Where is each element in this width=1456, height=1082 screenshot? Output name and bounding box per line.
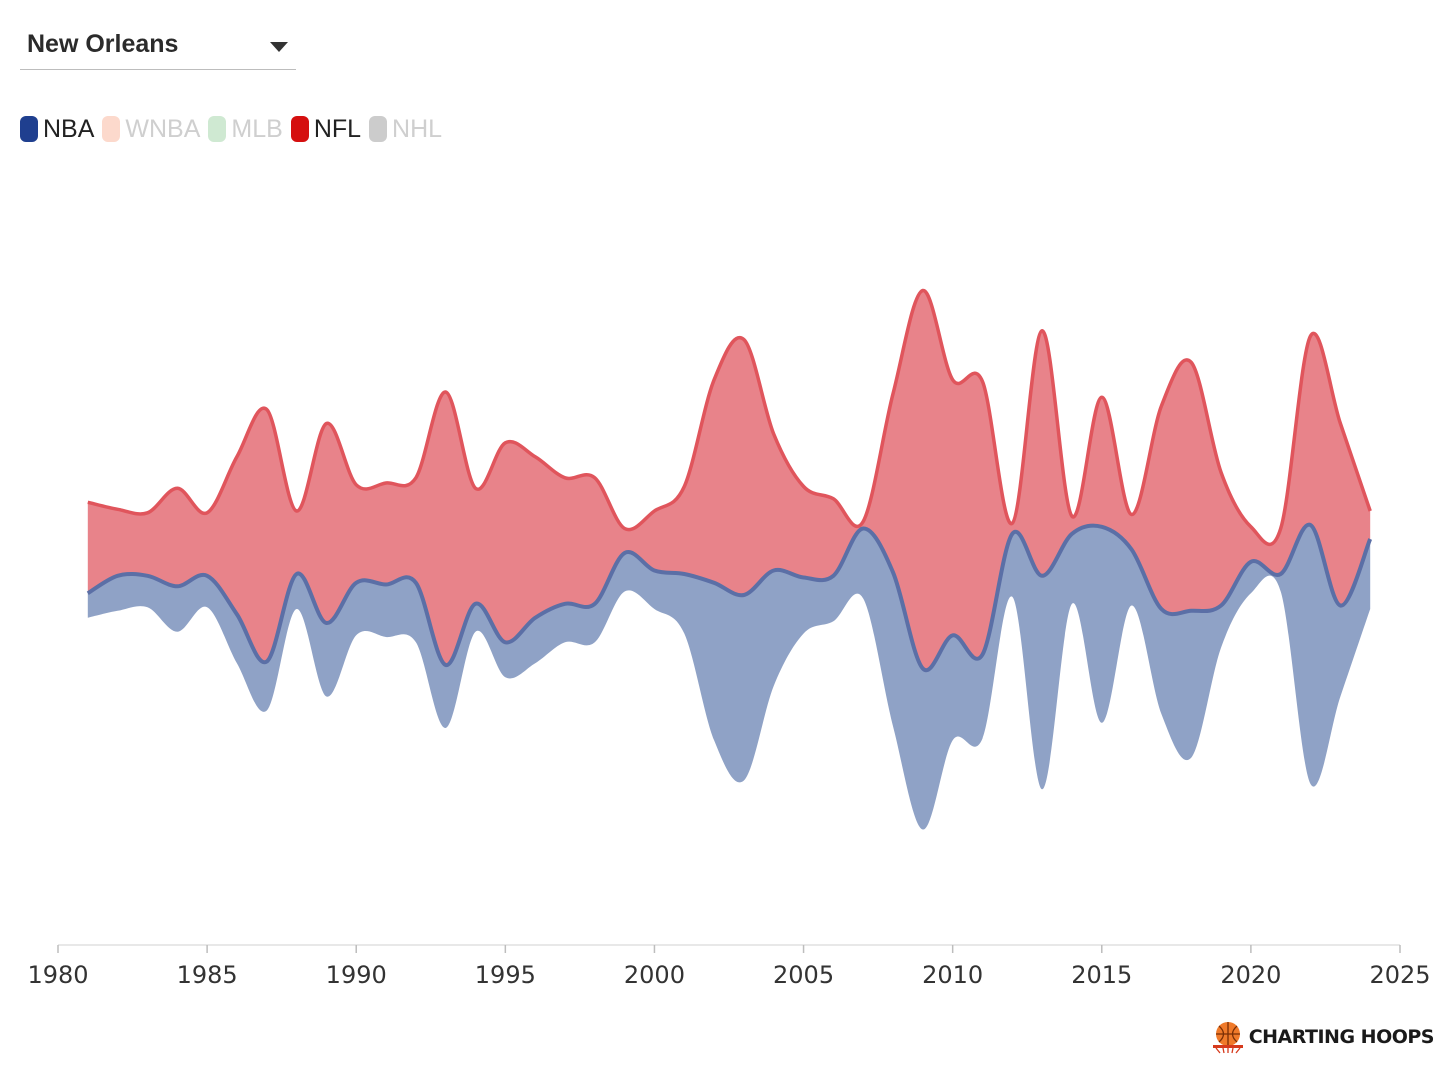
chevron-down-icon[interactable] xyxy=(270,42,288,52)
legend-label: NHL xyxy=(392,114,443,143)
x-tick-label: 2025 xyxy=(1369,961,1430,989)
brand-logo: CHARTING HOOPS xyxy=(1211,1020,1435,1054)
brand-text: CHARTING HOOPS xyxy=(1248,1026,1435,1048)
legend-swatch xyxy=(102,116,121,142)
x-tick-label: 1990 xyxy=(326,961,387,989)
legend-item-nfl[interactable]: NFL xyxy=(290,114,362,144)
x-tick-label: 2015 xyxy=(1071,961,1132,989)
legend: NBA WNBA MLB NFL NHL xyxy=(20,112,450,146)
legend-item-wnba[interactable]: WNBA xyxy=(102,115,200,144)
legend-item-nba[interactable]: NBA xyxy=(20,115,94,144)
legend-label: MLB xyxy=(231,114,283,143)
series-line-nba xyxy=(86,522,1373,673)
city-selector-value: New Orleans xyxy=(27,30,179,58)
x-tick-label: 2020 xyxy=(1220,961,1281,989)
legend-item-nhl[interactable]: NHL xyxy=(369,115,442,144)
x-tick-label: 2000 xyxy=(624,961,685,989)
x-tick-label: 1995 xyxy=(475,961,536,989)
legend-item-mlb[interactable]: MLB xyxy=(208,114,283,144)
series-area-nfl[interactable] xyxy=(87,290,1371,671)
series-area-nba[interactable] xyxy=(87,524,1371,830)
x-tick-label: 2010 xyxy=(922,961,983,989)
x-tick-label: 1985 xyxy=(177,961,238,989)
legend-label: NBA xyxy=(43,114,95,143)
x-tick-label: 1980 xyxy=(27,961,88,989)
legend-swatch xyxy=(369,116,388,142)
legend-label: WNBA xyxy=(125,114,201,143)
series-line-nfl xyxy=(87,288,1372,547)
legend-swatch xyxy=(290,116,309,142)
x-tick-label: 2005 xyxy=(773,961,834,989)
basketball-hoop-icon xyxy=(1212,1022,1243,1054)
legend-label: NFL xyxy=(313,114,362,143)
legend-swatch xyxy=(208,116,227,142)
city-selector[interactable]: New Orleans xyxy=(20,26,296,70)
legend-swatch xyxy=(20,116,38,142)
